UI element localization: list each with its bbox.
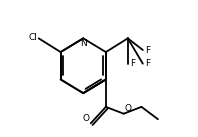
Text: N: N (80, 39, 87, 48)
Text: F: F (145, 45, 150, 55)
Text: Cl: Cl (29, 33, 37, 42)
Text: O: O (82, 114, 89, 123)
Text: F: F (145, 59, 150, 68)
Text: O: O (124, 104, 131, 113)
Text: F: F (130, 59, 135, 68)
